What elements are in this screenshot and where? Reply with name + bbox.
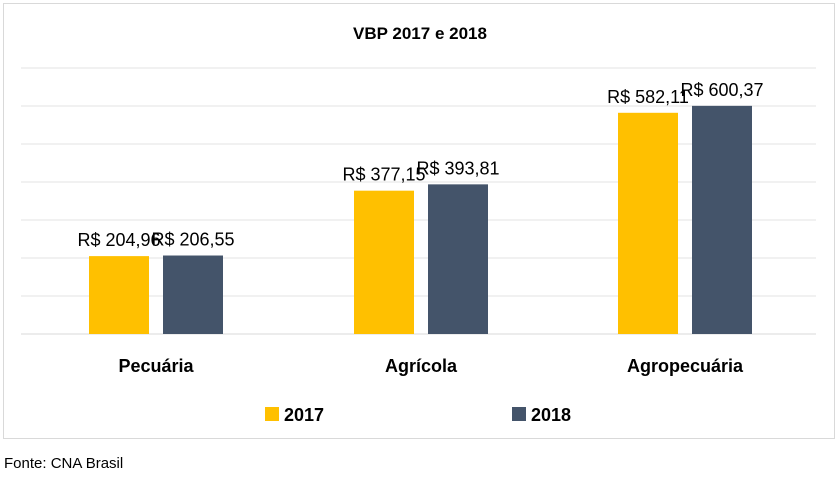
- bar-2017-1: [354, 190, 414, 334]
- legend-label: 2017: [284, 405, 324, 425]
- bar-2018-0: [163, 255, 223, 334]
- source-note: Fonte: CNA Brasil: [4, 455, 124, 472]
- bar-chart: VBP 2017 e 2018 R$ 204,96R$ 206,55 Pecuári…: [21, 24, 816, 425]
- bar-2017-2: [618, 112, 678, 334]
- data-label: R$ 393,81: [416, 158, 499, 178]
- chart-title: VBP 2017 e 2018: [353, 24, 487, 43]
- category-label: Agrícola: [385, 356, 458, 376]
- bar-2017-0: [89, 256, 149, 334]
- legend-swatch-2017: [265, 407, 279, 421]
- bar-2018-1: [428, 184, 488, 334]
- legend-label: 2018: [531, 405, 571, 425]
- category-label: Agropecuária: [627, 356, 744, 376]
- data-label: R$ 206,55: [151, 230, 234, 250]
- category-label: Pecuária: [118, 356, 194, 376]
- data-label: R$ 204,96: [77, 230, 160, 250]
- chart-frame: VBP 2017 e 2018 R$ 204,96 R$ 206,55 Pecuári…: [3, 3, 835, 439]
- legend-swatch-2018: [512, 407, 526, 421]
- data-label: R$ 600,37: [680, 80, 763, 100]
- bar-2018-2: [692, 105, 752, 334]
- data-label: R$ 582,11: [607, 87, 689, 107]
- data-label: R$ 377,15: [342, 165, 425, 185]
